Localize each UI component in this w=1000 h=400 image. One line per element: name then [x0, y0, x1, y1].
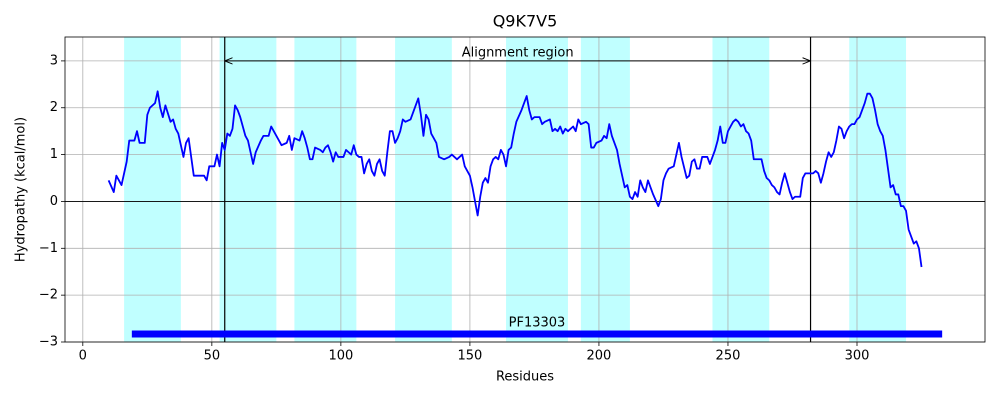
tm-region — [506, 37, 568, 342]
x-tick-label: 0 — [79, 349, 87, 364]
x-tick-label: 150 — [457, 349, 482, 364]
x-tick-label: 250 — [716, 349, 741, 364]
x-tick-label: 300 — [845, 349, 870, 364]
chart-title: Q9K7V5 — [493, 12, 558, 31]
y-tick-label: −1 — [39, 241, 58, 256]
y-tick-label: 2 — [50, 100, 58, 115]
plot-frame — [64, 36, 986, 343]
tm-region — [124, 37, 181, 342]
y-tick-label: 1 — [50, 147, 58, 162]
x-tick-label: 100 — [328, 349, 353, 364]
plot-layer: 0 50 100 150 200 250 300 −3 −2 −1 0 1 2 3 PF13303 Align… — [14, 12, 986, 385]
x-axis-label: Residues — [496, 370, 554, 385]
y-tick-label: −2 — [39, 288, 58, 303]
tm-region — [849, 37, 907, 342]
alignment-label: Alignment region — [462, 45, 574, 60]
tm-region — [219, 37, 277, 342]
tm-region — [395, 37, 452, 342]
x-tick-label: 50 — [204, 349, 221, 364]
y-tick-label: 3 — [50, 53, 58, 68]
y-tick-label: −3 — [39, 335, 58, 350]
y-axis-label: Hydropathy (kcal/mol) — [14, 117, 29, 262]
y-tick-label: 0 — [50, 194, 58, 209]
x-tick-label: 200 — [587, 349, 612, 364]
tm-region — [580, 37, 630, 342]
tm-region — [294, 37, 357, 342]
domain-label: PF13303 — [509, 316, 566, 331]
hydropathy-line — [107, 90, 923, 268]
tm-region — [712, 37, 770, 342]
